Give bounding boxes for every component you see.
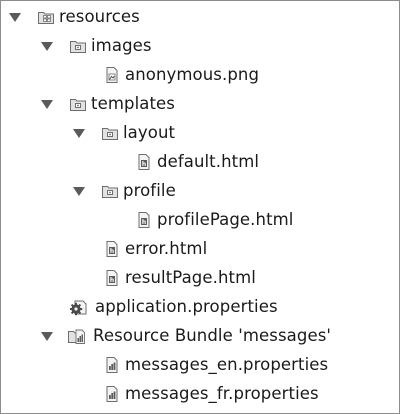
folder-icon	[101, 124, 119, 142]
tree-node-profilepage-html[interactable]: profilePage.html	[135, 205, 294, 234]
node-label: profile	[123, 181, 176, 200]
tree-node-images[interactable]: images	[39, 31, 152, 60]
expand-arrow-icon[interactable]	[39, 328, 55, 344]
html-file-icon	[135, 211, 153, 229]
node-label: error.html	[125, 239, 208, 258]
tree-node-messages-fr[interactable]: messages_fr.properties	[103, 379, 319, 408]
expand-arrow-icon[interactable]	[71, 183, 87, 199]
expand-arrow-icon[interactable]	[7, 9, 23, 25]
folder-icon	[101, 182, 119, 200]
node-label: messages_en.properties	[125, 355, 329, 374]
folder-icon	[69, 37, 87, 55]
tree-node-resources[interactable]: resources	[7, 2, 140, 31]
html-file-icon	[103, 240, 121, 258]
node-label: anonymous.png	[125, 65, 260, 84]
node-label: resultPage.html	[125, 268, 256, 287]
tree-node-messages-en[interactable]: messages_en.properties	[103, 350, 328, 379]
node-label: images	[91, 36, 152, 55]
tree-node-error-html[interactable]: error.html	[103, 234, 207, 263]
image-file-icon	[103, 66, 121, 84]
node-label: resources	[59, 7, 140, 26]
tree-node-resultpage-html[interactable]: resultPage.html	[103, 263, 256, 292]
resource-bundle-icon	[67, 327, 89, 345]
tree-node-layout[interactable]: layout	[71, 118, 175, 147]
tree-node-templates[interactable]: templates	[39, 89, 175, 118]
html-file-icon	[103, 269, 121, 287]
expand-arrow-icon[interactable]	[71, 125, 87, 141]
tree-node-default-html[interactable]: default.html	[135, 147, 259, 176]
tree-node-application-properties[interactable]: application.properties	[69, 292, 278, 321]
expand-arrow-icon[interactable]	[39, 96, 55, 112]
tree-node-resource-bundle[interactable]: Resource Bundle 'messages'	[39, 321, 331, 350]
node-label: Resource Bundle 'messages'	[93, 326, 332, 345]
gear-properties-icon	[69, 298, 91, 316]
tree-node-profile[interactable]: profile	[71, 176, 176, 205]
properties-file-icon	[103, 385, 121, 403]
node-label: layout	[123, 123, 176, 142]
node-label: application.properties	[95, 297, 278, 316]
node-label: messages_fr.properties	[125, 384, 319, 403]
tree-node-anonymous-png[interactable]: anonymous.png	[103, 60, 259, 89]
folder-icon	[69, 95, 87, 113]
expand-arrow-icon[interactable]	[39, 38, 55, 54]
html-file-icon	[135, 153, 153, 171]
node-label: templates	[91, 94, 175, 113]
properties-file-icon	[103, 356, 121, 374]
node-label: default.html	[157, 152, 260, 171]
resource-root-folder-icon	[37, 8, 55, 26]
node-label: profilePage.html	[157, 210, 294, 229]
